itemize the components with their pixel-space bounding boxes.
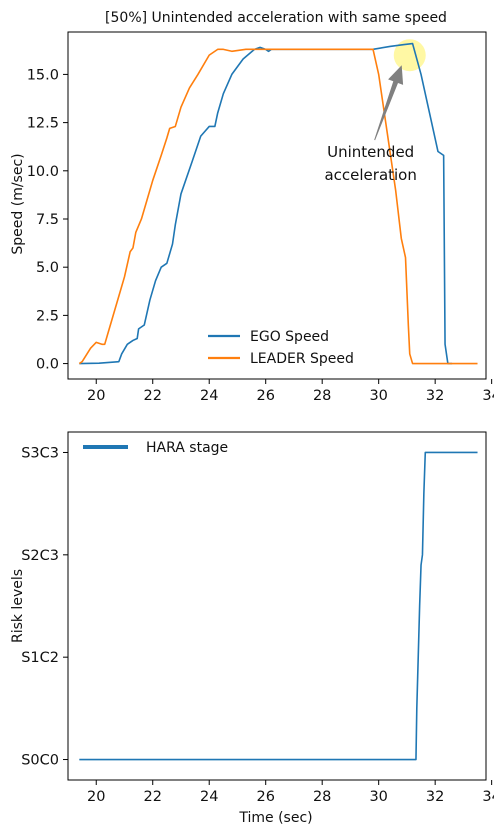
x-tick-label: 28 [313, 388, 331, 404]
y-tick-label: 0.0 [36, 357, 59, 373]
chart-title: [50%] Unintended acceleration with same … [105, 10, 447, 26]
x-tick-label: 30 [369, 789, 387, 805]
legend-label: EGO Speed [250, 329, 329, 345]
x-axis-label: Time (sec) [238, 810, 312, 826]
plot-frame [67, 31, 487, 380]
y-tick-label: 15.0 [27, 67, 59, 83]
legend-label: LEADER Speed [250, 351, 354, 367]
speed-plot: 20 22 24 26 28 30 32 34 0.0 2.5 5.0 7.5 10.0 12.5 15.0… [27, 31, 494, 404]
x-tick-label: 30 [369, 388, 387, 404]
y-axis-label: Risk levels [10, 569, 26, 643]
x-tick-label: 24 [200, 388, 218, 404]
x-tick-label: 26 [256, 388, 274, 404]
legend: EGO Speed LEADER Speed [208, 329, 354, 367]
x-tick-label: 24 [200, 789, 218, 805]
x-tick-label: 26 [256, 789, 274, 805]
y-tick-label: S1C2 [21, 650, 59, 666]
series-line-0 [79, 451, 478, 761]
x-tick-label: 28 [313, 789, 331, 805]
y-tick-label: 12.5 [27, 116, 59, 132]
plot-frame [67, 431, 487, 781]
legend-label: HARA stage [146, 440, 228, 456]
y-tick-label: 5.0 [36, 260, 59, 276]
x-tick-label: 32 [426, 789, 444, 805]
y-tick-label: 2.5 [36, 308, 59, 324]
series-line-1 [78, 48, 478, 365]
y-tick-label: S0C0 [21, 753, 59, 769]
y-tick-label: 10.0 [27, 164, 59, 180]
series-line-0 [79, 42, 453, 365]
risk-plot: 20 22 24 26 28 30 32 34 S0C0 S1C2 S2C3 S3C3 HARA sta… [21, 431, 494, 805]
y-axis-label: Speed (m/sec) [10, 153, 26, 254]
annotation-text-line2: acceleration [324, 166, 416, 184]
annotation-text-line1: Unintended [327, 143, 414, 161]
x-tick-label: 34 [482, 789, 494, 805]
y-tick-label: S3C3 [21, 445, 59, 461]
x-tick-label: 20 [87, 789, 105, 805]
x-tick-label: 22 [144, 388, 162, 404]
x-tick-label: 34 [482, 388, 494, 404]
x-tick-label: 32 [426, 388, 444, 404]
y-tick-label: S2C3 [21, 548, 59, 564]
y-tick-label: 7.5 [36, 212, 59, 228]
annotation-arrow [374, 65, 404, 141]
x-tick-label: 20 [87, 388, 105, 404]
legend: HARA stage [83, 440, 228, 456]
x-tick-label: 22 [144, 789, 162, 805]
